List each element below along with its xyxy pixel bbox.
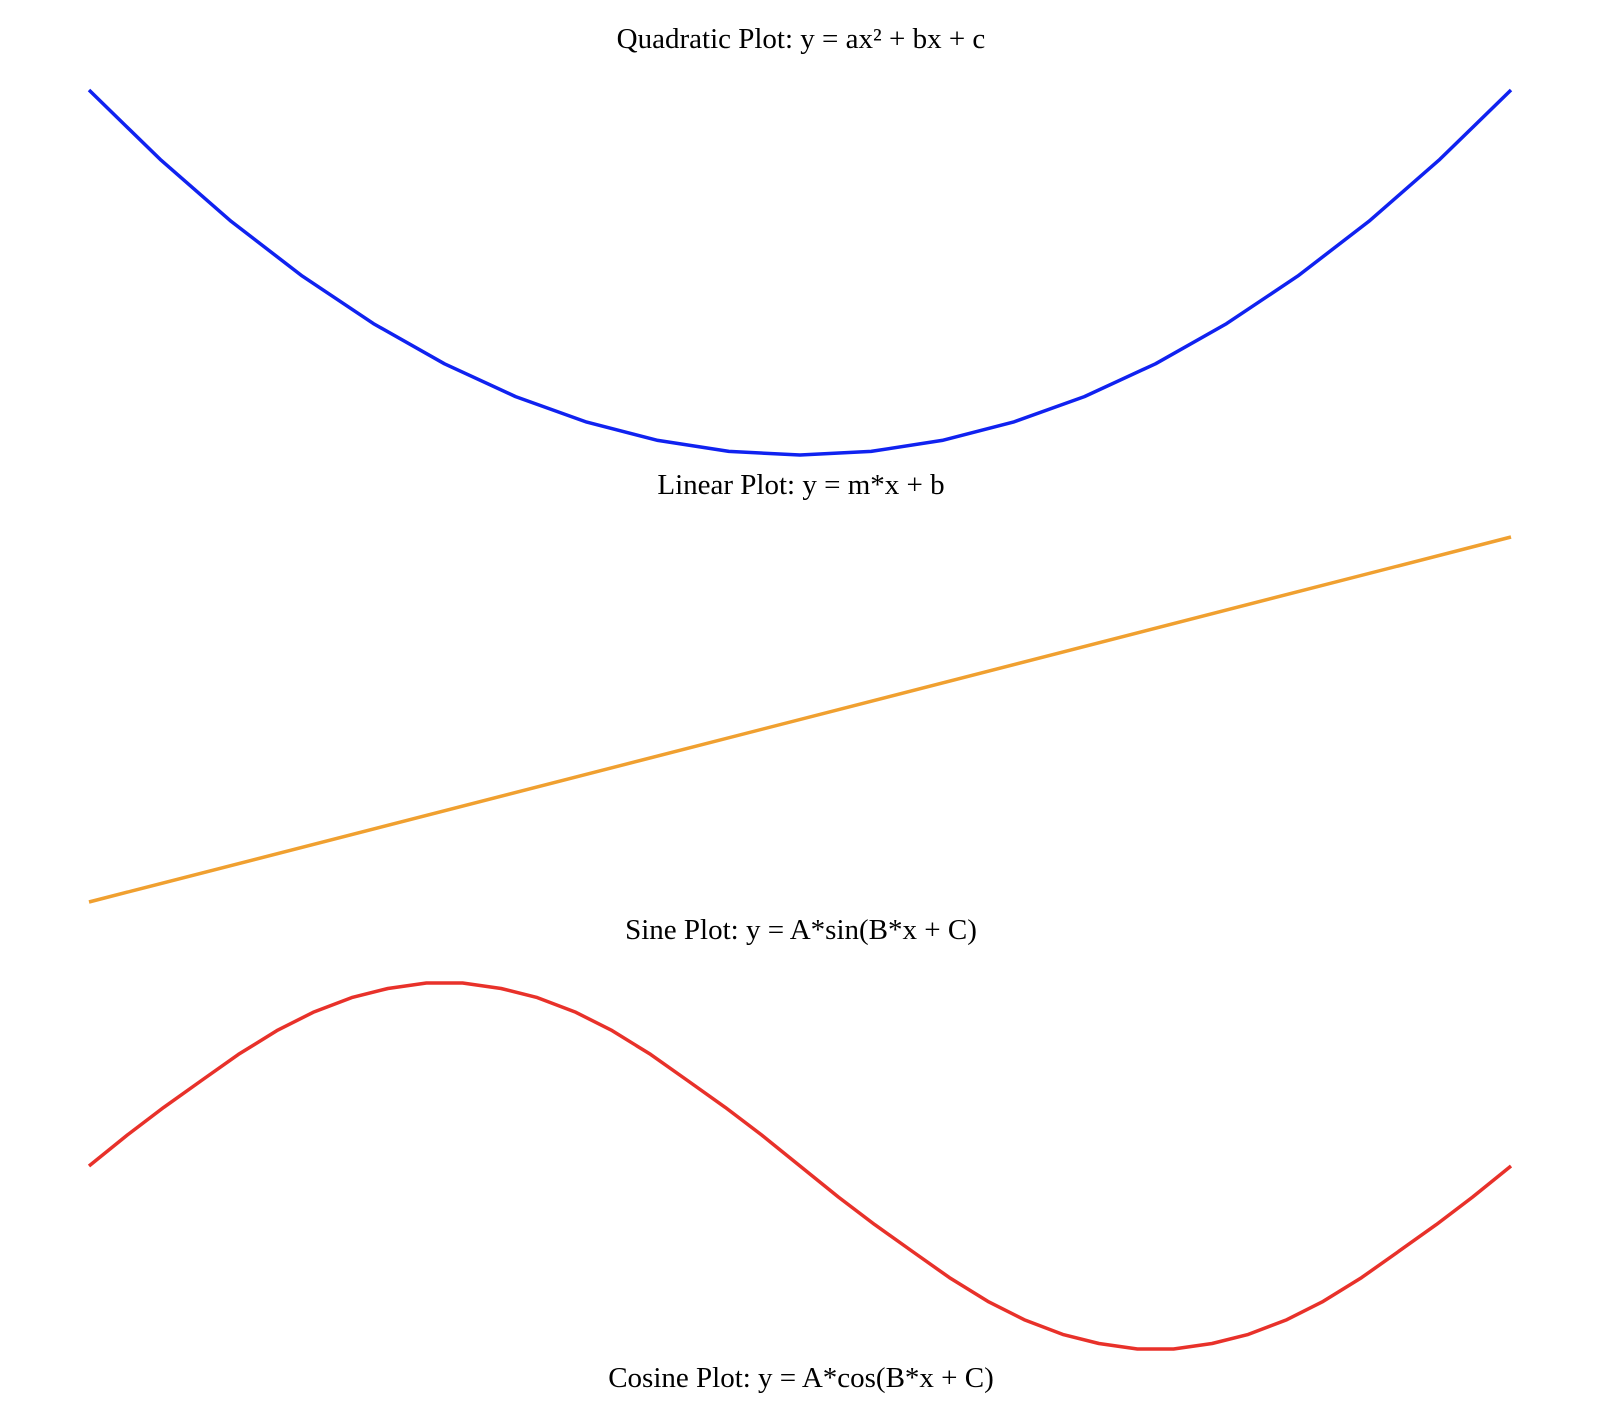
linear-plot-series-line: [88, 535, 1512, 904]
sine-plot: [87, 981, 1513, 1351]
linear-plot: [88, 535, 1512, 904]
quadratic-plot-title: Quadratic Plot: y = ax² + bx + c: [617, 23, 986, 55]
sine-plot-title: Sine Plot: y = A*sin(B*x + C): [625, 914, 977, 946]
cosine-plot-title: Cosine Plot: y = A*cos(B*x + C): [608, 1362, 994, 1394]
linear-plot-title: Linear Plot: y = m*x + b: [657, 469, 944, 501]
quadratic-plot-series-line: [87, 88, 1513, 457]
quadratic-plot: [87, 88, 1513, 457]
sine-plot-series-line: [87, 981, 1513, 1351]
